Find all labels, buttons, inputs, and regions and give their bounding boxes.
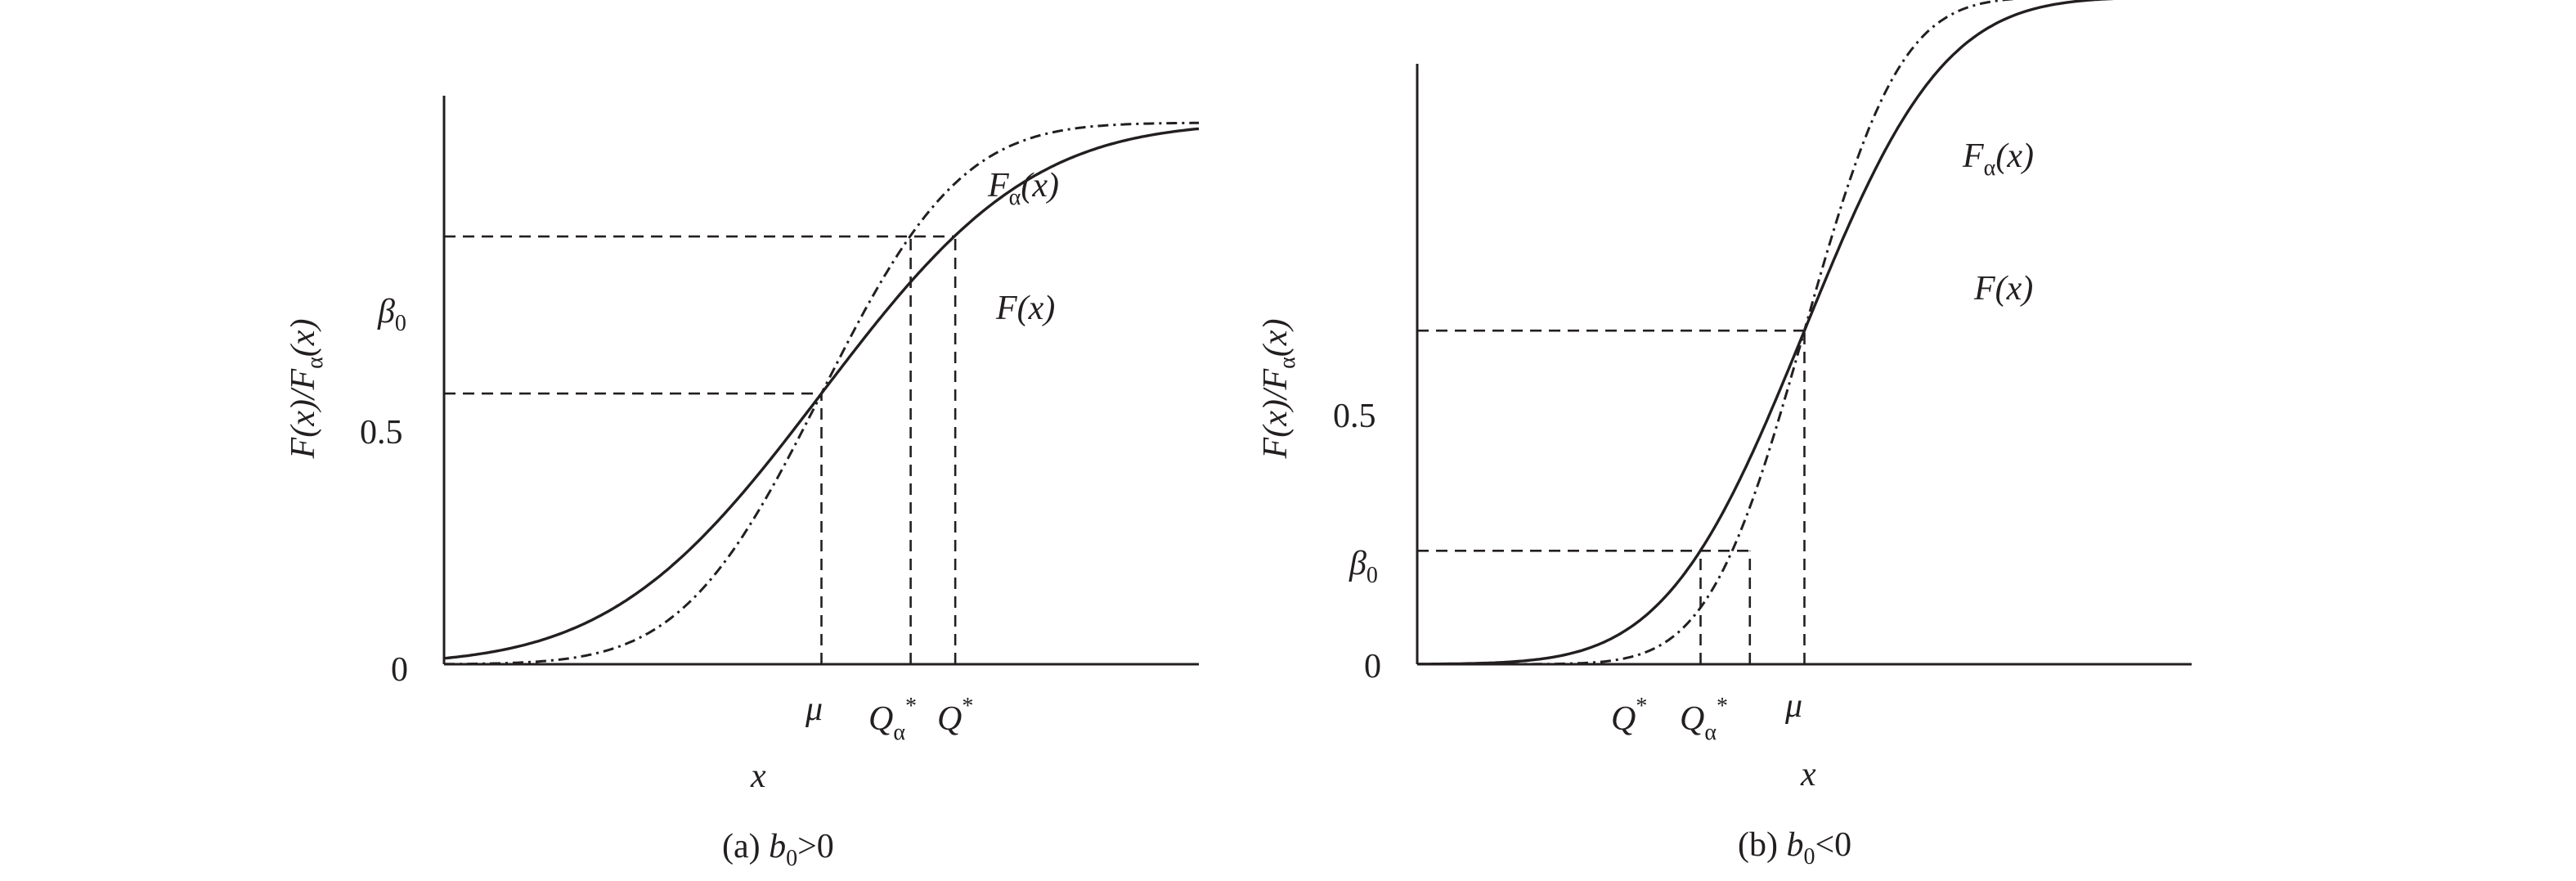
panel-b: 0 β0 0.5 F(x)/Fα(x) Q* Qα* μ x Fα(x) F(x… (1257, 0, 2192, 870)
panel-a-label-f: F(x) (995, 290, 1055, 327)
panel-b-xmark-q-alpha-star: Qα* (1680, 694, 1728, 745)
panel-a-label-f-alpha: Fα(x) (987, 167, 1059, 210)
panel-a-ytick-0: 0 (391, 651, 408, 689)
panel-b-xlabel: x (1800, 756, 1816, 793)
panel-a-xlabel: x (750, 757, 766, 795)
panel-b-caption: (b) b0<0 (1738, 826, 1851, 870)
panel-b-ytick-beta: β0 (1349, 545, 1378, 588)
panel-a-ytick-half: 0.5 (360, 414, 403, 452)
panel-a: 0 0.5 β0 F(x)/Fα(x) μ Qα* Q* x Fα(x) F(x… (285, 96, 1200, 871)
panel-b-ytick-half: 0.5 (1333, 398, 1376, 435)
panel-a-guides (444, 235, 957, 664)
panel-b-series-f (1417, 0, 2115, 666)
panel-b-ylabel: F(x)/Fα(x) (1257, 319, 1300, 460)
panel-b-guides (1417, 329, 1806, 664)
panel-a-xmark-q-star: Q* (937, 694, 973, 738)
panel-a-series-f (443, 127, 1200, 660)
panel-b-xmark-q-star: Q* (1611, 694, 1647, 738)
panel-a-xmark-q-alpha-star: Qα* (868, 694, 917, 745)
panel-b-label-f: F(x) (1973, 270, 2033, 308)
panel-b-ytick-0: 0 (1364, 648, 1381, 685)
panel-a-caption: (a) b0>0 (722, 828, 834, 871)
panel-b-xmark-mu: μ (1784, 687, 1802, 725)
panel-a-ytick-beta: β0 (377, 293, 406, 336)
panel-b-label-f-alpha: Fα(x) (1962, 137, 2034, 181)
panel-a-xmark-mu: μ (805, 690, 823, 728)
panel-a-ylabel: F(x)/Fα(x) (285, 319, 328, 460)
